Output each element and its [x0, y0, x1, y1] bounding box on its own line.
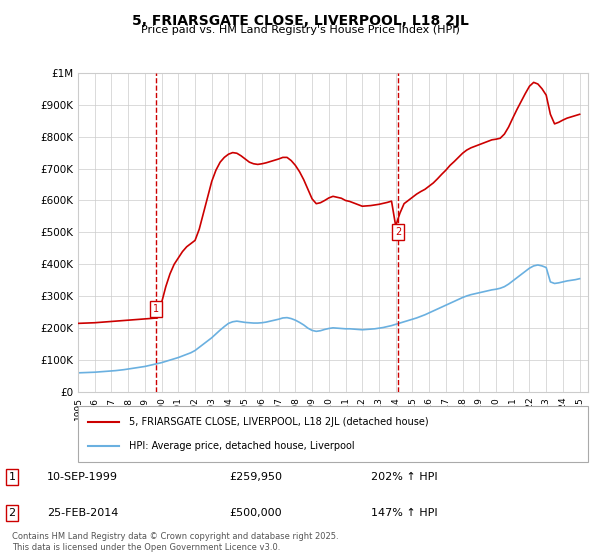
Text: 147% ↑ HPI: 147% ↑ HPI [371, 508, 437, 518]
Text: HPI: Average price, detached house, Liverpool: HPI: Average price, detached house, Live… [129, 441, 355, 451]
Text: 1: 1 [8, 472, 16, 482]
Text: 10-SEP-1999: 10-SEP-1999 [47, 472, 118, 482]
Text: £500,000: £500,000 [229, 508, 282, 518]
Text: 25-FEB-2014: 25-FEB-2014 [47, 508, 119, 518]
Text: Price paid vs. HM Land Registry's House Price Index (HPI): Price paid vs. HM Land Registry's House … [140, 25, 460, 35]
Text: Contains HM Land Registry data © Crown copyright and database right 2025.
This d: Contains HM Land Registry data © Crown c… [12, 532, 338, 552]
Text: 2: 2 [8, 508, 16, 518]
Text: £259,950: £259,950 [229, 472, 283, 482]
Text: 5, FRIARSGATE CLOSE, LIVERPOOL, L18 2JL (detached house): 5, FRIARSGATE CLOSE, LIVERPOOL, L18 2JL … [129, 417, 428, 427]
Text: 5, FRIARSGATE CLOSE, LIVERPOOL, L18 2JL: 5, FRIARSGATE CLOSE, LIVERPOOL, L18 2JL [131, 14, 469, 28]
Text: 202% ↑ HPI: 202% ↑ HPI [371, 472, 437, 482]
Text: 2: 2 [395, 227, 401, 237]
Text: 1: 1 [154, 304, 160, 314]
